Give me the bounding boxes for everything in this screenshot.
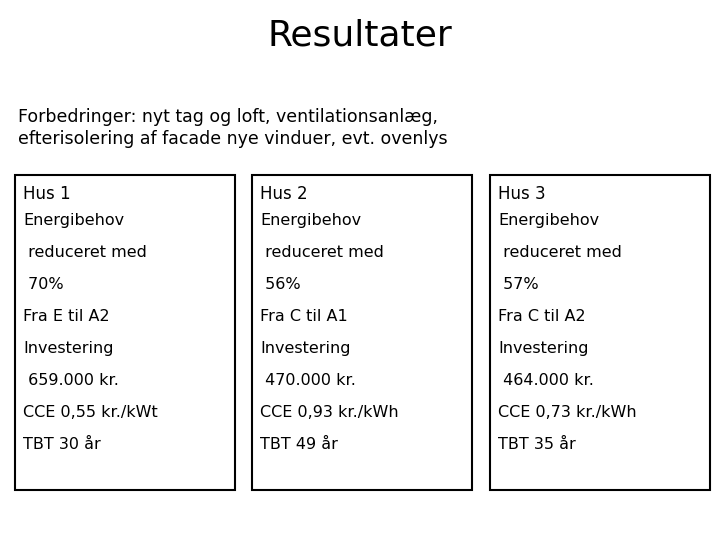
Text: Energibehov: Energibehov bbox=[23, 213, 124, 228]
Text: Forbedringer: nyt tag og loft, ventilationsanlæg,: Forbedringer: nyt tag og loft, ventilati… bbox=[18, 108, 438, 126]
Text: Hus 1: Hus 1 bbox=[23, 185, 71, 203]
Text: CCE 0,93 kr./kWh: CCE 0,93 kr./kWh bbox=[260, 405, 399, 420]
Text: Fra C til A2: Fra C til A2 bbox=[498, 309, 585, 324]
Text: 470.000 kr.: 470.000 kr. bbox=[260, 373, 356, 388]
Text: TBT 49 år: TBT 49 år bbox=[260, 437, 338, 452]
Text: Energibehov: Energibehov bbox=[498, 213, 599, 228]
Text: Fra C til A1: Fra C til A1 bbox=[260, 309, 348, 324]
Text: 56%: 56% bbox=[260, 277, 301, 292]
Text: 659.000 kr.: 659.000 kr. bbox=[23, 373, 119, 388]
Text: Investering: Investering bbox=[260, 341, 351, 356]
Text: Energibehov: Energibehov bbox=[260, 213, 361, 228]
Text: CCE 0,73 kr./kWh: CCE 0,73 kr./kWh bbox=[498, 405, 636, 420]
Text: Investering: Investering bbox=[23, 341, 114, 356]
Text: efterisolering af facade nye vinduer, evt. ovenlys: efterisolering af facade nye vinduer, ev… bbox=[18, 130, 448, 148]
Text: TBT 30 år: TBT 30 år bbox=[23, 437, 101, 452]
Text: Fra E til A2: Fra E til A2 bbox=[23, 309, 109, 324]
Text: 70%: 70% bbox=[23, 277, 63, 292]
Text: Hus 2: Hus 2 bbox=[260, 185, 307, 203]
Text: Hus 3: Hus 3 bbox=[498, 185, 546, 203]
Text: 57%: 57% bbox=[498, 277, 539, 292]
FancyBboxPatch shape bbox=[252, 175, 472, 490]
Text: reduceret med: reduceret med bbox=[23, 245, 147, 260]
FancyBboxPatch shape bbox=[15, 175, 235, 490]
Text: reduceret med: reduceret med bbox=[260, 245, 384, 260]
Text: reduceret med: reduceret med bbox=[498, 245, 622, 260]
Text: Resultater: Resultater bbox=[268, 18, 452, 52]
Text: CCE 0,55 kr./kWt: CCE 0,55 kr./kWt bbox=[23, 405, 158, 420]
FancyBboxPatch shape bbox=[490, 175, 710, 490]
Text: Investering: Investering bbox=[498, 341, 588, 356]
Text: TBT 35 år: TBT 35 år bbox=[498, 437, 576, 452]
Text: 464.000 kr.: 464.000 kr. bbox=[498, 373, 594, 388]
